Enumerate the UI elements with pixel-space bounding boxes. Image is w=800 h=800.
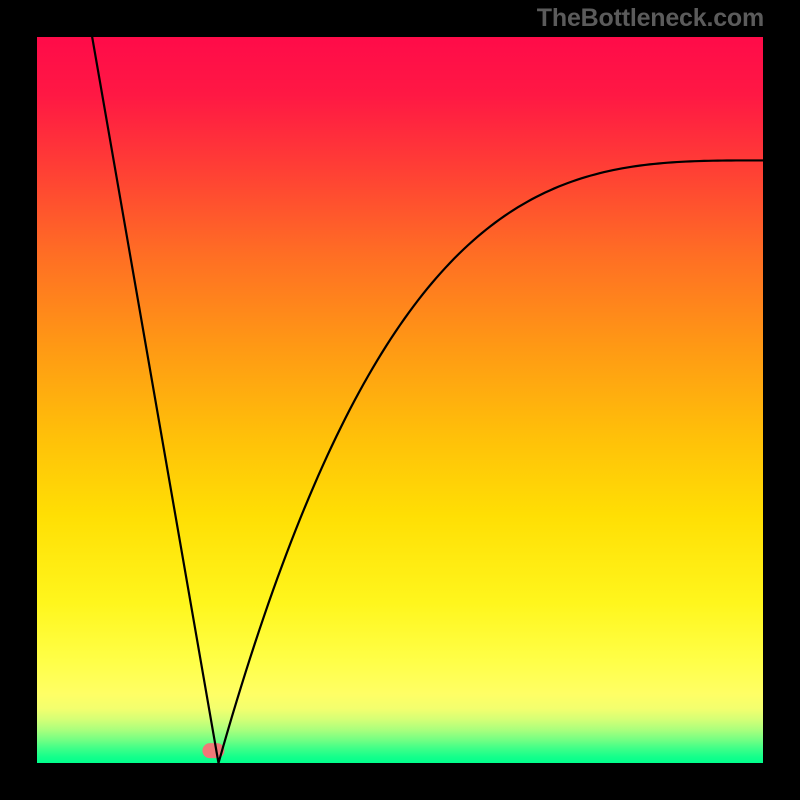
- watermark: TheBottleneck.com: [537, 4, 764, 33]
- plot-area: [37, 37, 763, 763]
- plot-svg: [37, 37, 763, 763]
